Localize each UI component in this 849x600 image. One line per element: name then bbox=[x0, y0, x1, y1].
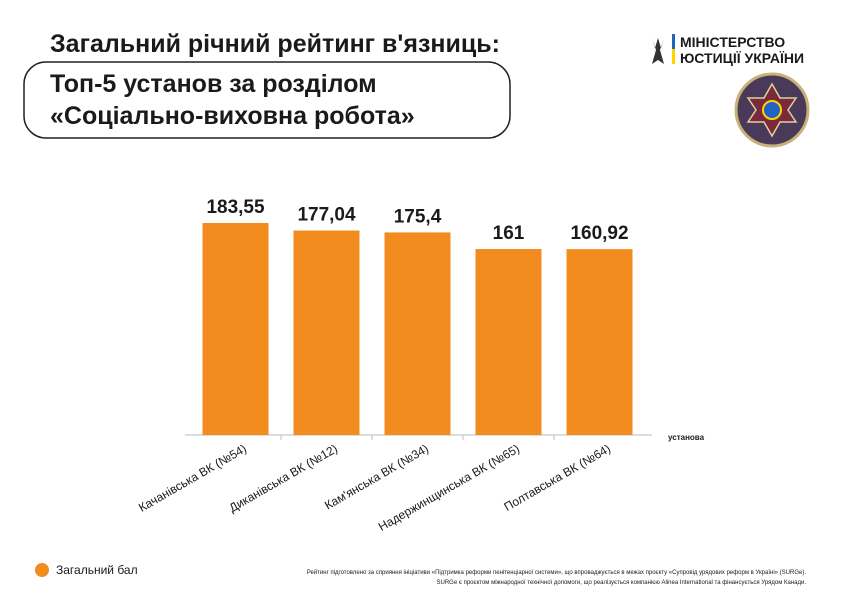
flag-yellow bbox=[672, 49, 675, 64]
value-label: 177,04 bbox=[297, 205, 356, 226]
bar bbox=[293, 230, 360, 435]
legend-swatch bbox=[35, 563, 49, 577]
value-label: 161 bbox=[493, 223, 525, 244]
subtitle: «Соціально-виховна робота» bbox=[50, 102, 415, 130]
brand-line: МІНІСТЕРСТВО bbox=[680, 34, 785, 50]
footnote: SURGe є проєктом міжнародної технічної д… bbox=[437, 580, 807, 586]
value-label: 160,92 bbox=[570, 223, 628, 244]
subtitle: Топ-5 установ за розділом bbox=[50, 70, 377, 98]
chart-title: Загальний річний рейтинг в'язниць: bbox=[50, 30, 500, 58]
bar bbox=[475, 249, 542, 435]
legend-label: Загальний бал bbox=[56, 563, 138, 577]
flag-blue bbox=[672, 34, 675, 49]
emblem bbox=[734, 72, 810, 148]
bar bbox=[202, 223, 269, 435]
x-axis-label: установа bbox=[668, 433, 705, 442]
value-label: 183,55 bbox=[206, 197, 265, 218]
bar bbox=[566, 249, 633, 435]
subtitle-box bbox=[23, 61, 511, 139]
trident bbox=[652, 38, 664, 64]
brand-line: ЮСТИЦІЇ УКРАЇНИ bbox=[680, 50, 804, 66]
emblem-center bbox=[762, 100, 782, 120]
value-label: 175,4 bbox=[394, 206, 442, 227]
footnote: Рейтинг підготовлено за сприяння ініціат… bbox=[307, 569, 807, 576]
ministry-logo: МІНІСТЕРСТВО ЮСТИЦІЇ УКРАЇНИ bbox=[652, 34, 804, 66]
bar bbox=[384, 232, 451, 435]
